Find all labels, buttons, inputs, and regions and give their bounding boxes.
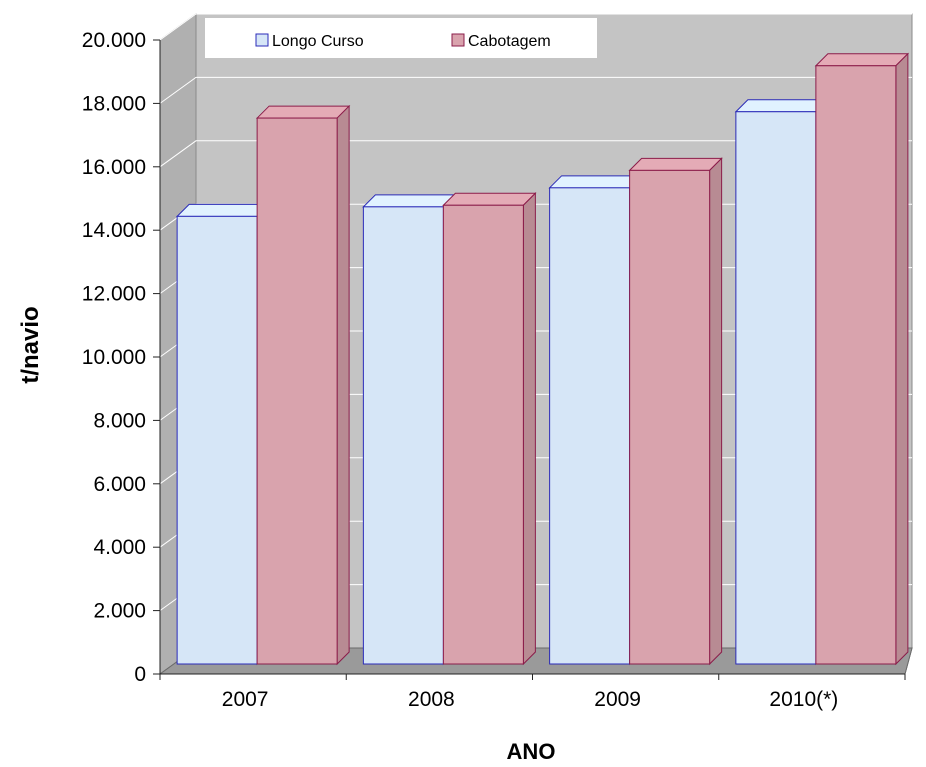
bar-front-face bbox=[549, 187, 631, 665]
y-tick-label: 8.000 bbox=[93, 409, 146, 432]
x-axis-title: ANO bbox=[507, 739, 556, 762]
bar-top-face bbox=[255, 105, 351, 119]
y-tick-label: 6.000 bbox=[93, 473, 146, 496]
bar bbox=[442, 192, 537, 666]
legend: Longo Curso Cabotagem bbox=[205, 18, 597, 58]
y-tick-label: 0 bbox=[134, 663, 146, 686]
y-tick-label: 18.000 bbox=[82, 92, 146, 115]
gridline bbox=[159, 76, 912, 104]
bar-front-face bbox=[629, 169, 711, 665]
y-tick-label: 12.000 bbox=[82, 283, 146, 306]
y-tick-label: 14.000 bbox=[82, 219, 146, 242]
bar-side-face bbox=[336, 104, 350, 666]
bar bbox=[814, 52, 910, 666]
y-axis-title: t/navio bbox=[17, 306, 44, 383]
bar-front-face bbox=[176, 215, 258, 665]
bar-front-face bbox=[256, 117, 338, 665]
bar bbox=[362, 193, 457, 666]
y-tick-label: 4.000 bbox=[93, 536, 146, 559]
gridline bbox=[159, 140, 912, 168]
x-tick-label: 2007 bbox=[222, 688, 269, 711]
bar-top-face bbox=[814, 53, 910, 67]
x-tick-label: 2008 bbox=[408, 688, 455, 711]
legend-label: Cabotagem bbox=[468, 33, 551, 50]
bar-side-face bbox=[709, 157, 723, 666]
legend-box bbox=[205, 18, 597, 58]
bar bbox=[628, 157, 723, 666]
bar-side-face bbox=[895, 52, 909, 666]
legend-swatch bbox=[255, 33, 269, 47]
gridline bbox=[159, 13, 912, 41]
y-tick-label: 16.000 bbox=[82, 156, 146, 179]
bar-top-face bbox=[442, 192, 537, 206]
bar-top-face bbox=[548, 175, 643, 189]
bar bbox=[255, 104, 351, 666]
chart-floor bbox=[158, 647, 913, 675]
bar bbox=[734, 98, 830, 666]
bar-top-face bbox=[175, 203, 271, 217]
bar-front-face bbox=[362, 206, 444, 665]
y-tick-label: 2.000 bbox=[93, 600, 146, 623]
x-tick-label: 2010(*) bbox=[769, 688, 838, 711]
bar-top-face bbox=[628, 157, 723, 171]
bar-side-face bbox=[522, 192, 536, 666]
x-tick-label: 2009 bbox=[594, 688, 641, 711]
bar bbox=[548, 174, 643, 666]
bar bbox=[175, 203, 271, 666]
bars bbox=[175, 52, 910, 666]
bar-top-face bbox=[362, 194, 457, 208]
bar-front-face bbox=[815, 65, 897, 665]
y-tick-label: 10.000 bbox=[82, 346, 146, 369]
bar-top-face bbox=[734, 99, 830, 113]
legend-label: Longo Curso bbox=[272, 33, 364, 50]
y-tick-label: 20.000 bbox=[82, 29, 146, 52]
bar-front-face bbox=[442, 204, 524, 665]
bar-front-face bbox=[735, 111, 817, 665]
axes: 2007 2008 2009 2010(*) 0 2.000 4.000 6.000 8.000… bbox=[82, 29, 906, 711]
legend-swatch bbox=[451, 33, 465, 47]
